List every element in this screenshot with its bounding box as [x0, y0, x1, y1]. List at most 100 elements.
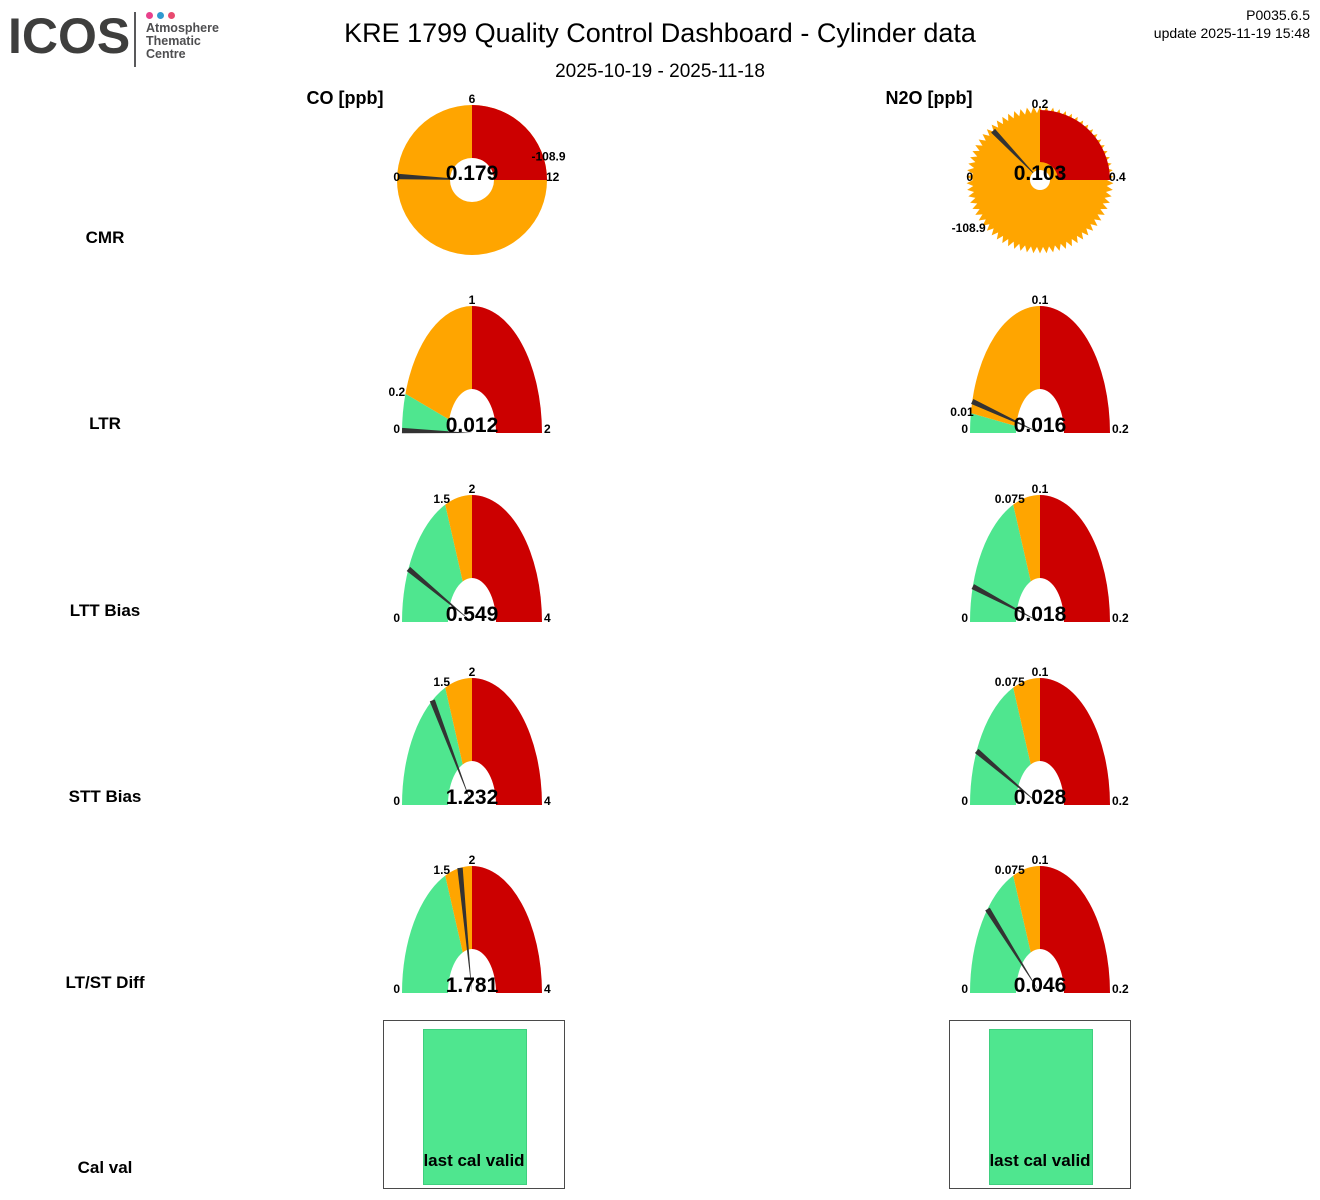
tick-label: 0.075 [995, 863, 1025, 877]
tick-label: 0 [961, 611, 968, 625]
tick-label: 0 [393, 170, 400, 184]
gauge-needle [974, 748, 1040, 805]
tick-label: 4 [544, 794, 551, 808]
tick-label: 0.075 [995, 675, 1025, 689]
logo-dots [146, 12, 179, 20]
gauge-needle [971, 584, 1040, 622]
gauge-needle [971, 398, 1040, 433]
tick-label: 0 [393, 794, 400, 808]
logo-subtitle-line: Thematic [146, 34, 201, 48]
tick-label: 2 [469, 853, 476, 867]
row-label-ltr: LTR [89, 414, 121, 433]
gauge-n2o-stt-bias: 0 0.075 0.1 0.2 0.028 [961, 665, 1129, 849]
gauge-sector [970, 306, 1040, 433]
tick-label: 0.2 [1032, 97, 1049, 111]
gauge-hole [450, 158, 494, 202]
tick-label: 0 [966, 170, 973, 184]
calval-status-box [989, 1029, 1093, 1185]
extra-label: -108.9 [531, 150, 565, 164]
tick-label: 0.1 [1032, 482, 1049, 496]
tick-label: 0 [393, 611, 400, 625]
tick-label: 4 [544, 982, 551, 996]
tick-label: 6 [469, 92, 476, 106]
logo-subtitle-line: Atmosphere [146, 21, 219, 35]
gauge-n2o-ltt-bias: 0 0.075 0.1 0.2 0.018 [961, 482, 1129, 666]
tick-label: 4 [544, 611, 551, 625]
gauge-sector [1040, 495, 1110, 622]
gauge-value: 1.781 [446, 974, 499, 997]
gauge-sector [472, 866, 542, 993]
gauge-sector [472, 306, 542, 433]
tick-label: 0.2 [1112, 794, 1129, 808]
meta-info: P0035.6.5 update 2025-11-19 15:48 [1154, 6, 1310, 42]
tick-label: 0.4 [1109, 170, 1126, 184]
row-label-ltst-diff: LT/ST Diff [65, 973, 145, 992]
gauge-value: 0.103 [1014, 162, 1067, 185]
tick-label: 0.1 [1032, 665, 1049, 679]
gauge-sector-red [472, 105, 547, 180]
gauge-value: 0.028 [1014, 786, 1067, 809]
logo-dot-icon [157, 12, 164, 19]
calval-panel-co: last cal valid [383, 1020, 565, 1189]
gauge-n2o-cmr: 0 0.2 0.4 -108.9 0.103 [952, 97, 1126, 254]
logo-subtitle: Atmosphere Thematic Centre [146, 22, 219, 61]
tick-label: 2 [544, 422, 551, 436]
tick-label: 0 [961, 982, 968, 996]
tick-label: 1.5 [433, 863, 450, 877]
gauge-value: 0.016 [1014, 414, 1067, 437]
calval-status-label: last cal valid [989, 1151, 1091, 1170]
gauge-value: 0.046 [1014, 974, 1067, 997]
logo-subtitle-line: Centre [146, 47, 186, 61]
gauge-needle [406, 566, 472, 622]
tick-label: 0.2 [1112, 982, 1129, 996]
tick-label: 0 [393, 982, 400, 996]
row-label-ltt-bias: LTT Bias [69, 601, 141, 620]
gauge-value: 0.549 [446, 603, 499, 626]
tick-label: 0 [961, 794, 968, 808]
date-range: 2025-10-19 - 2025-11-18 [555, 61, 765, 82]
gauge-sector [1040, 678, 1110, 805]
gauge-co-stt-bias: 0 1.5 2 4 1.232 [393, 665, 551, 849]
tick-label: 12 [546, 170, 560, 184]
row-label-cal-val: Cal val [77, 1158, 133, 1177]
tick-label: 0 [393, 422, 400, 436]
version-label: P0035.6.5 [1246, 7, 1310, 23]
tick-label: 1.5 [433, 675, 450, 689]
update-timestamp: update 2025-11-19 15:48 [1153, 25, 1310, 41]
tick-label: 1.5 [433, 492, 450, 506]
logo-divider [134, 12, 136, 67]
gauge-needle [991, 128, 1040, 180]
tick-label: 0.1 [1032, 853, 1049, 867]
tick-label: 0.1 [1032, 293, 1049, 307]
gauge-co-ltr: 0 0.2 1 2 0.012 [389, 293, 551, 477]
gauge-co-cmr: 0 6 12 -108.9 0.179 [393, 92, 566, 255]
gauge-value: 1.232 [446, 786, 499, 809]
gauge-sector [472, 678, 542, 805]
gauge-n2o-ltr: 0 0.01 0.1 0.2 0.016 [950, 293, 1129, 477]
tick-label: 0.2 [1112, 611, 1129, 625]
gauge-sector [1040, 306, 1110, 433]
gauge-co-lt-st-diff: 0 1.5 2 4 1.781 [393, 853, 551, 1037]
tick-label: 0.075 [995, 492, 1025, 506]
gauge-value: 0.018 [1014, 603, 1067, 626]
gauge-needle [429, 699, 472, 805]
column-header-n2o: N2O [ppb] [885, 88, 973, 108]
logo-dot-icon [168, 12, 175, 19]
tick-label: 0 [961, 422, 968, 436]
gauge-value: 0.179 [446, 162, 499, 185]
gauge-needle [985, 907, 1040, 993]
gauge-needle [457, 867, 472, 993]
calval-status-box [423, 1029, 527, 1185]
gauge-sector-red [1040, 110, 1110, 180]
gauge-sector [405, 306, 472, 433]
extra-label: -108.9 [952, 221, 986, 235]
tick-label: 1 [469, 293, 476, 307]
gauge-n2o-lt-st-diff: 0 0.075 0.1 0.2 0.046 [961, 853, 1129, 1037]
tick-label: 2 [469, 665, 476, 679]
calval-panel-n2o: last cal valid [949, 1020, 1131, 1189]
calval-status-label: last cal valid [423, 1151, 525, 1170]
gauge-co-ltt-bias: 0 1.5 2 4 0.549 [393, 482, 551, 666]
gauge-sector [472, 495, 542, 622]
page-title: KRE 1799 Quality Control Dashboard - Cyl… [344, 18, 976, 48]
